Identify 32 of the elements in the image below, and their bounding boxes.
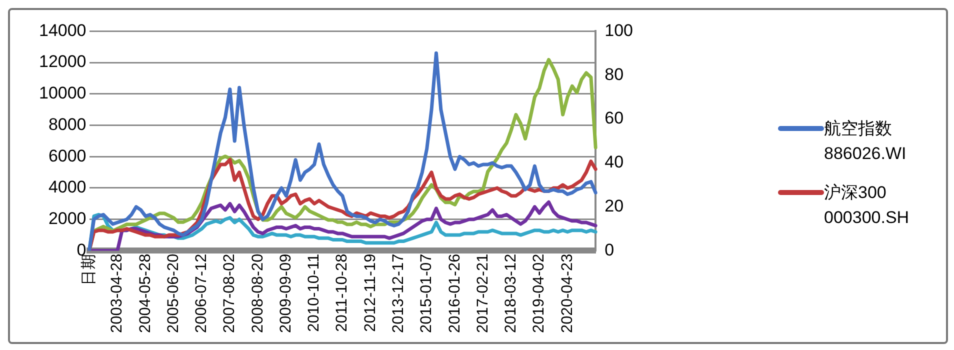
y-tick-label: 8000 [48,114,86,134]
x-tick-label: 2007-08-02 [221,254,238,334]
legend-label: 航空指数 886026.WI [824,118,908,165]
x-tick-label: 2013-12-17 [390,254,407,334]
x-tick-label: 2004-05-28 [136,254,154,334]
y2-tick-label: 80 [604,64,624,84]
x-tick-label: 2005-06-20 [164,253,182,334]
y-tick-label: 6000 [48,146,86,166]
y2-tick-label: 0 [604,240,614,260]
y-tick-label: 10000 [38,84,86,103]
x-tick-label: 2015-01-07 [418,254,436,334]
y2-tick-label: 20 [604,196,624,216]
x-tick-label: 2003-04-28 [108,254,126,334]
x-tick-label: 2016-01-26 [446,254,464,334]
x-tick-label: 2010-10-11 [306,254,323,332]
y-tick-label: 2000 [48,209,86,228]
x-tick-label: 2006-07-12 [193,254,210,334]
x-tick-label: 2008-08-20 [249,253,266,334]
x-tick-label: 2020-04-23 [558,254,576,334]
y2-tick-label: 100 [604,20,634,40]
x-tick-label: 2009-09-09 [277,254,294,334]
x-tick-label: 2012-11-19 [362,254,379,332]
y-tick-label: 14000 [38,20,86,40]
x-tick-label: 2017-02-21 [474,254,492,334]
y-tick-label: 12000 [38,52,86,72]
x-tick-label: 2011-10-28 [334,254,351,332]
y2-tick-label: 60 [604,108,624,128]
x-tick-label: 2018-03-12 [502,254,520,334]
y-tick-label: 4000 [48,178,86,197]
legend-label: 沪深300 000300.SH [824,182,910,229]
x-tick-label: 2019-04-02 [530,254,548,334]
y2-tick-label: 40 [604,152,624,172]
